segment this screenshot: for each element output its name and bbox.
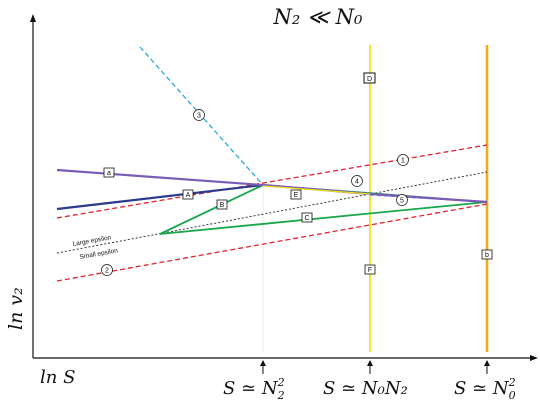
tick-label-3: S ≃ N2 0 [454,376,516,402]
svg-text:S ≃ N20: S ≃ N2 0 [454,376,516,402]
svg-text:A: A [186,192,191,199]
box-label-D: D [363,72,376,84]
navy-line [56,183,264,211]
svg-text:4: 4 [355,179,359,186]
box-label-E: E [290,189,302,200]
box-label-C: C [301,212,313,223]
svg-text:1: 1 [401,158,405,165]
green-segment-c [159,201,488,235]
svg-text:2: 2 [105,268,109,275]
svg-text:B: B [220,202,225,209]
svg-text:b: b [485,252,489,259]
svg-text:3: 3 [197,113,201,120]
tick-label-1: S ≃ N2 2 [223,376,285,402]
axes [30,14,538,361]
box-label-B: B [216,199,228,210]
x-axis-label: ln S [40,367,75,388]
svg-text:5: 5 [400,198,404,205]
svg-text:F: F [368,267,372,274]
small-epsilon-label: Small epsilon [79,247,119,261]
x-axis-arrowhead [530,355,538,361]
svg-text:C: C [304,215,309,222]
svg-text:D: D [367,76,372,83]
svg-text:a: a [107,170,111,177]
y-axis-label: ln v₂ [5,287,27,330]
tick-arrow-3 [484,360,490,374]
green-segment-b [159,184,264,235]
tick-arrow-2 [367,360,373,374]
box-label-a: a [103,167,115,178]
circle-label-1: 1 [397,154,409,166]
box-label-F: F [364,264,376,275]
circle-label-5: 5 [396,194,408,206]
svg-text:S ≃ N22: S ≃ N2 2 [223,376,285,402]
tick-label-2: S ≃ N₀N₂ [323,378,408,399]
yellow-segment-e [262,185,371,195]
y-axis-arrowhead [30,14,36,22]
tick-arrow-1 [260,360,266,374]
red-dashed-line-2 [56,203,488,282]
diagram-title: N₂ ≪ N₀ [273,5,364,29]
box-label-A: A [182,189,194,200]
epsilon-divider-line [56,171,488,254]
circle-label-4: 4 [351,175,363,187]
large-epsilon-label: Large epsilon [72,234,112,248]
svg-text:E: E [294,192,299,199]
circle-label-2: 2 [101,264,113,276]
circle-label-3: 3 [193,109,205,121]
svg-text:S ≃ N₀N₂: S ≃ N₀N₂ [323,378,408,399]
red-dashed-line-1 [56,144,488,219]
purple-line [56,168,488,204]
box-label-b: b [481,249,493,260]
